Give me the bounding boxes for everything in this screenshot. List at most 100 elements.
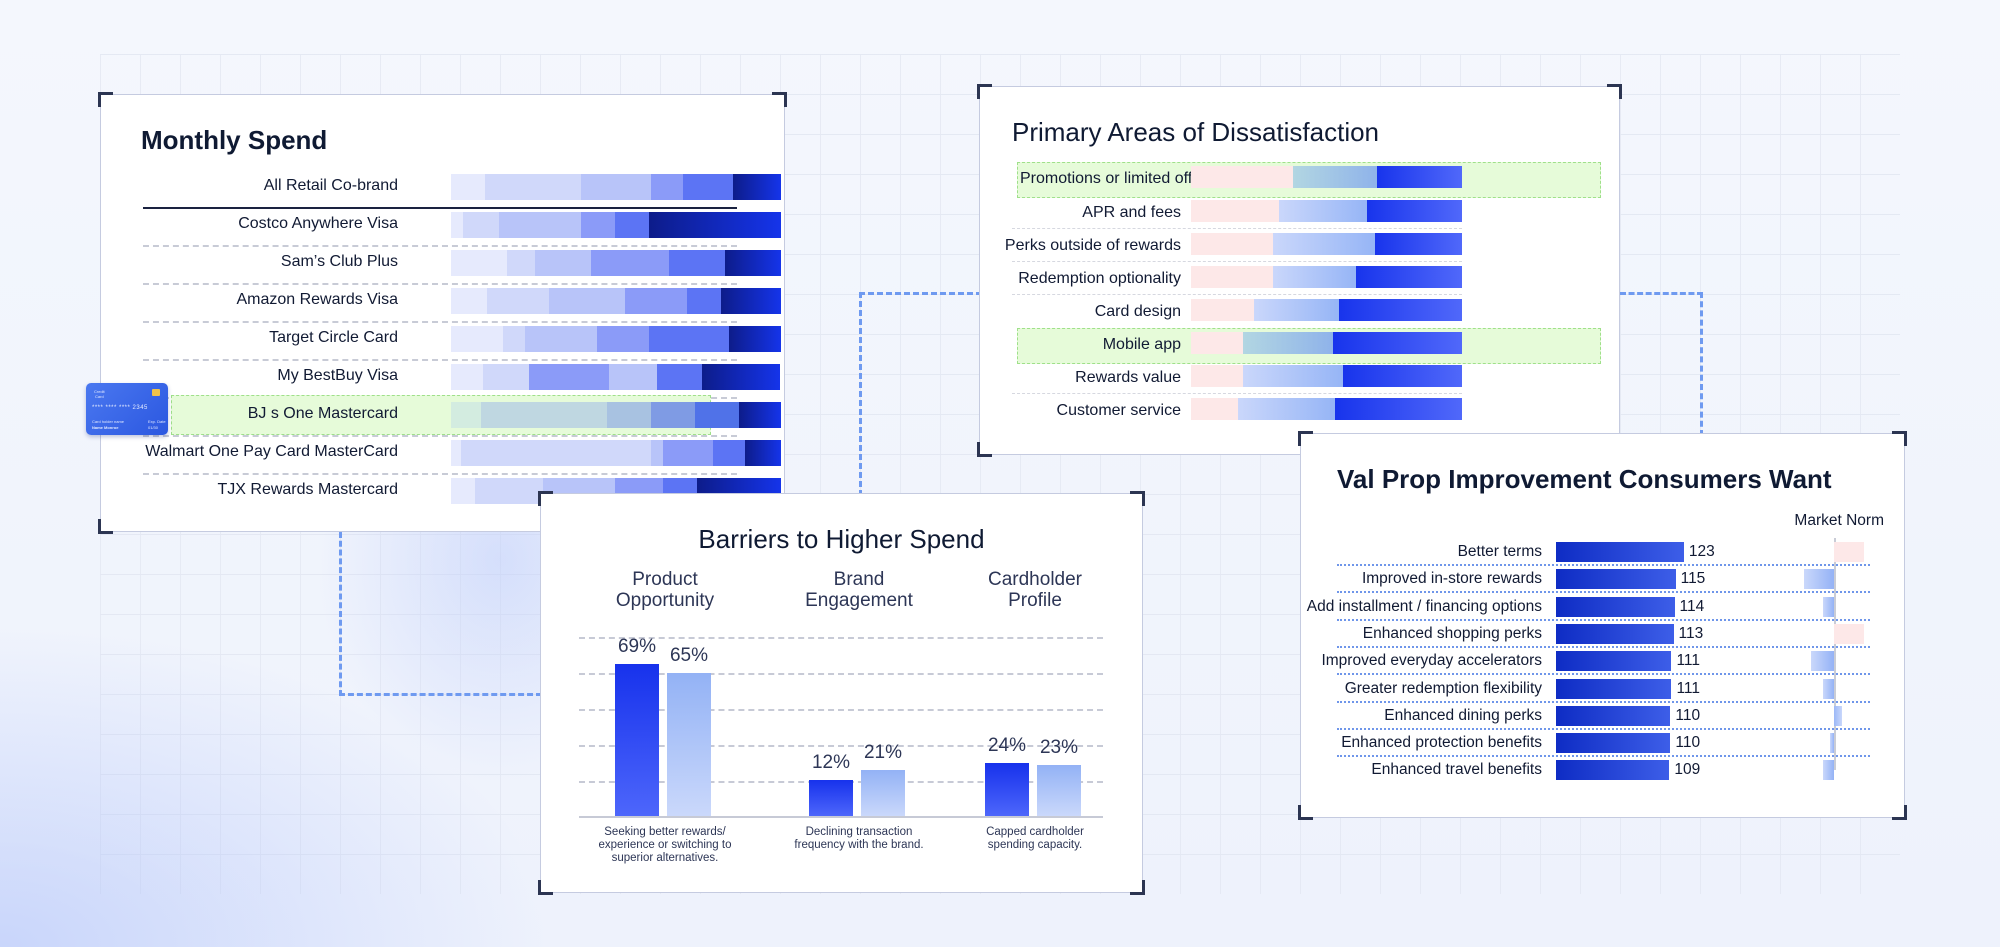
row-label: Target Circle Card xyxy=(269,329,398,346)
bar-segment xyxy=(668,250,725,276)
stacked-bar xyxy=(1191,200,1462,222)
group-heading: Brand Engagement xyxy=(779,569,939,611)
bar-segment xyxy=(451,174,485,200)
market-norm-bar xyxy=(1822,678,1834,699)
bar-segment xyxy=(1338,299,1462,321)
value-label: 113 xyxy=(1678,624,1704,642)
bar-segment xyxy=(1273,233,1375,255)
row-label: Card design xyxy=(1094,303,1181,320)
row-label: Enhanced protection benefits xyxy=(1341,734,1542,752)
table-row: Target Circle Card xyxy=(141,321,781,359)
market-norm-bar xyxy=(1834,623,1865,644)
bar xyxy=(615,664,659,816)
bar xyxy=(1556,623,1674,644)
row-divider xyxy=(1337,591,1870,594)
bar-segment xyxy=(650,402,695,428)
bar xyxy=(1556,542,1684,562)
bar-segment xyxy=(720,288,781,314)
row-divider xyxy=(1012,261,1462,262)
value-label: 123 xyxy=(1688,543,1715,560)
gridline xyxy=(579,637,1103,639)
row-divider xyxy=(1012,228,1462,229)
corner-mark xyxy=(1130,880,1145,895)
group-heading: Product Opportunity xyxy=(585,569,745,611)
data-label: 12% xyxy=(811,752,851,773)
bar-segment xyxy=(648,212,781,238)
stacked-bar xyxy=(451,402,781,428)
connector-line xyxy=(339,532,542,696)
corner-mark xyxy=(1892,805,1907,820)
market-norm-label: Market Norm xyxy=(1794,512,1884,529)
bar-segment xyxy=(460,440,651,466)
bar-segment xyxy=(1243,332,1334,354)
desc-line: Declining transaction xyxy=(805,826,913,838)
corner-mark xyxy=(538,880,553,895)
gridline xyxy=(579,709,1103,711)
corner-mark xyxy=(98,519,113,534)
bar-segment xyxy=(507,250,536,276)
row-label: Better terms xyxy=(1457,543,1542,560)
row-label: Improved in-store rewards xyxy=(1361,570,1542,588)
data-label: 69% xyxy=(617,636,657,658)
bar-segment xyxy=(451,250,508,276)
bar-segment xyxy=(1292,166,1378,188)
bar-segment xyxy=(535,250,592,276)
bar-segment xyxy=(1333,332,1462,354)
bar xyxy=(985,763,1029,816)
stacked-bar xyxy=(451,250,782,276)
heading-line: Profile xyxy=(1008,590,1062,611)
row-label: Costco Anywhere Visa xyxy=(238,215,398,232)
corner-mark xyxy=(1298,431,1313,446)
bar-segment xyxy=(1375,233,1462,255)
row-label: Sam’s Club Plus xyxy=(280,253,398,270)
bar-segment xyxy=(481,402,608,428)
bar-segment xyxy=(728,326,781,352)
row-label: Customer service xyxy=(1056,402,1181,419)
connector-line xyxy=(859,292,982,496)
table-row: All Retail Co-brand xyxy=(141,169,781,207)
bar-segment xyxy=(1377,166,1462,188)
data-label: 21% xyxy=(863,741,903,763)
row-label: Amazon Rewards Visa xyxy=(236,291,398,308)
bar-segment xyxy=(1355,266,1462,288)
desc-line: Seeking better rewards/ xyxy=(604,826,726,838)
group-description: Capped cardholder spending capacity. xyxy=(955,826,1115,852)
row-label: TJX Rewards Mastercard xyxy=(217,481,399,498)
bar-segment xyxy=(738,402,781,428)
bar-segment xyxy=(580,212,615,238)
desc-line: spending capacity. xyxy=(987,839,1083,851)
bar-segment xyxy=(451,326,504,352)
bar-segment xyxy=(650,174,683,200)
barriers-panel: Barriers to Higher Spend Product Opportun… xyxy=(538,491,1145,895)
card-number: **** **** **** 2345 xyxy=(92,405,148,411)
value-label: 111 xyxy=(1676,679,1700,697)
row-divider xyxy=(143,359,737,361)
stacked-bar xyxy=(1191,365,1462,387)
stacked-bar xyxy=(1191,299,1462,321)
bar-segment xyxy=(607,402,651,428)
bar-segment xyxy=(525,326,598,352)
bar-segment xyxy=(733,174,781,200)
row-divider xyxy=(143,321,737,323)
row-divider xyxy=(143,245,737,247)
stacked-bar xyxy=(1191,398,1462,420)
panel-title: Barriers to Higher Spend xyxy=(698,524,985,554)
row-divider xyxy=(143,207,737,209)
market-norm-axis xyxy=(1834,538,1836,770)
desc-line: frequency with the brand. xyxy=(794,839,924,851)
panel-title: Primary Areas of Dissatisfaction xyxy=(1012,117,1380,147)
gridline xyxy=(579,745,1103,747)
market-norm-bar xyxy=(1803,569,1834,590)
bar-segment xyxy=(451,288,487,314)
market-norm-bar xyxy=(1811,651,1834,672)
monthly-spend-panel: Monthly Spend All Retail Co-brand Costco … xyxy=(98,92,787,534)
row-label: BJ s One Mastercard xyxy=(247,405,398,422)
bar-segment xyxy=(1191,299,1255,321)
corner-mark xyxy=(977,442,992,457)
bar-segment xyxy=(724,250,782,276)
data-label: 65% xyxy=(669,645,709,666)
card-holder-label: Card holder name xyxy=(92,419,125,424)
bar xyxy=(1556,760,1670,781)
bar xyxy=(1556,651,1672,672)
card-label: Card xyxy=(95,394,104,399)
